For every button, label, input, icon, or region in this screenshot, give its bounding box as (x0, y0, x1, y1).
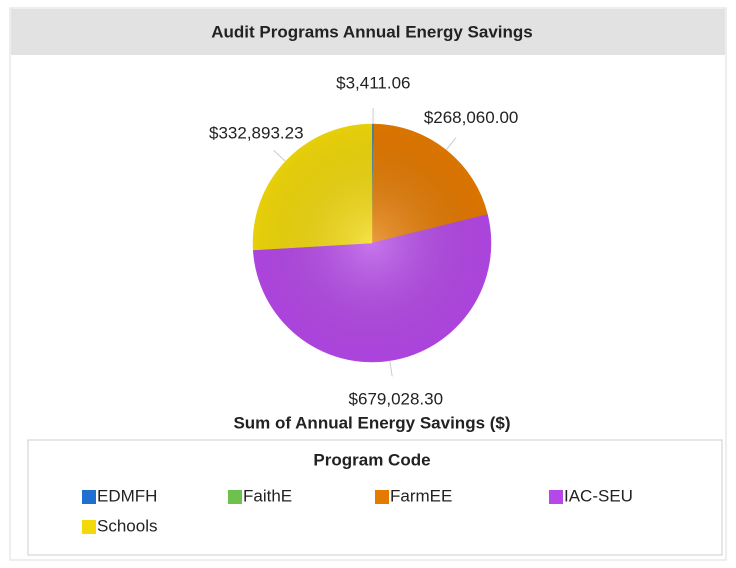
data-label: $679,028.30 (349, 390, 444, 409)
subtitle: Sum of Annual Energy Savings ($) (233, 413, 510, 432)
legend-label: FarmEE (390, 486, 452, 505)
legend-label: FaithE (243, 486, 292, 505)
legend-title: Program Code (313, 450, 430, 469)
legend-label: Schools (97, 516, 157, 535)
data-label: $332,893.23 (209, 123, 304, 142)
legend-swatch (549, 490, 563, 504)
legend-label: IAC-SEU (564, 486, 633, 505)
legend-swatch (82, 520, 96, 534)
legend-label: EDMFH (97, 486, 157, 505)
data-label: $3,411.06 (336, 73, 410, 92)
legend-swatch (82, 490, 96, 504)
chart-title: Audit Programs Annual Energy Savings (211, 22, 533, 41)
legend-swatch (375, 490, 389, 504)
legend-swatch (228, 490, 242, 504)
data-label: $268,060.00 (424, 108, 519, 127)
